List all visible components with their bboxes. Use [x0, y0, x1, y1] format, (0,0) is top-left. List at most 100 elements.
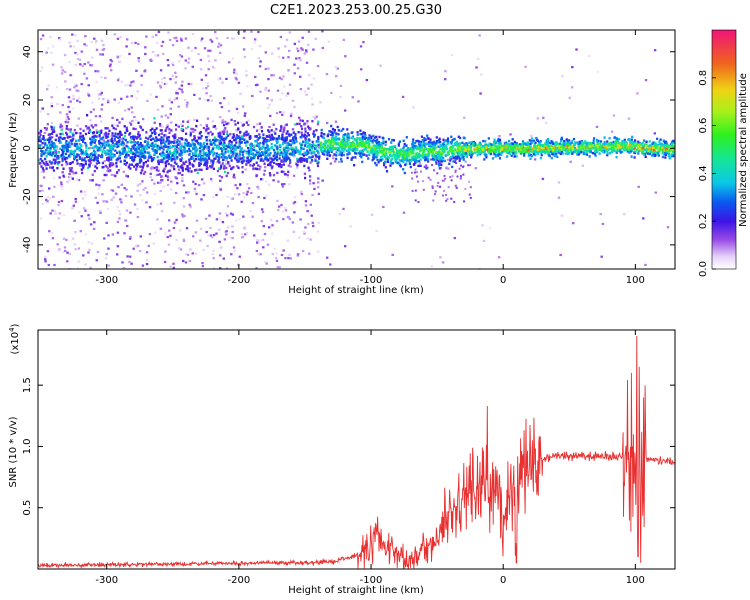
spectrogram-cell: [190, 150, 193, 153]
spectrogram-noise-cell: [308, 252, 311, 255]
spectrogram-noise-cell: [157, 169, 160, 172]
spectrogram-noise-cell: [391, 185, 394, 188]
spectrogram-cell: [144, 170, 147, 174]
spectrogram-cell: [146, 159, 149, 162]
spectrogram-cell: [350, 131, 353, 134]
spectrogram-cell: [308, 143, 311, 146]
spectrogram-cell: [403, 158, 406, 161]
spectrogram-noise-cell: [160, 115, 163, 118]
spectrogram-cell: [119, 130, 122, 134]
spectrogram-noise-cell: [126, 255, 129, 258]
spectrogram-noise-cell: [52, 195, 55, 198]
spectrogram-cell: [422, 143, 425, 146]
spectrogram-cell: [382, 149, 385, 153]
spectrogram-noise-cell: [283, 85, 286, 88]
spectrogram-noise-cell: [209, 227, 212, 230]
spectrogram-cell: [432, 149, 436, 152]
spectrogram-noise-cell: [199, 58, 203, 61]
spectrogram-cell: [66, 150, 69, 153]
spectrogram-cell: [303, 151, 306, 154]
spectrogram-cell: [170, 129, 173, 132]
spectrogram-cell: [108, 163, 111, 166]
spectrogram-noise-cell: [644, 79, 648, 82]
spectrogram-cell: [53, 143, 56, 146]
spectrogram-cell: [254, 149, 257, 152]
spectrogram-cell: [155, 136, 158, 139]
spectrogram-cell: [397, 144, 400, 147]
spectrogram-cell: [241, 157, 244, 160]
spectrogram-noise-cell: [258, 65, 262, 68]
spectrogram-noise-cell: [56, 103, 59, 106]
spectrogram-noise-cell: [191, 33, 195, 36]
spectrogram-cell: [379, 146, 382, 149]
spectrogram-noise-cell: [296, 67, 300, 70]
spectrogram-cell: [165, 127, 168, 130]
spectrogram-cell: [248, 137, 251, 141]
spectrogram-cell: [258, 154, 261, 157]
spectrogram-cell: [542, 147, 545, 150]
spectrogram-cell: [565, 145, 568, 148]
spectrogram-cell: [372, 156, 375, 159]
spectrogram-cell: [139, 156, 142, 159]
spectrogram-cell: [367, 138, 370, 142]
spectrogram-cell: [206, 161, 209, 164]
spectrogram-cell: [318, 157, 321, 160]
spectrogram-cell: [568, 139, 571, 142]
spectrogram-noise-cell: [402, 211, 406, 214]
spectrogram-cell: [308, 156, 311, 159]
spectrogram-noise-cell: [304, 200, 308, 203]
spectrogram-cell: [278, 165, 281, 168]
spectrogram-cell: [155, 149, 158, 152]
spectrogram-cell: [257, 157, 260, 160]
spectrogram-noise-cell: [257, 196, 260, 199]
spectrogram-cell: [206, 152, 209, 155]
spectrogram-cell: [304, 130, 307, 133]
spectrogram-cell: [111, 142, 114, 145]
spectrogram-noise-cell: [575, 48, 578, 51]
spectrogram-cell: [370, 136, 373, 140]
spectrogram-cell: [114, 174, 117, 178]
spectrogram-noise-cell: [246, 190, 249, 193]
spectrogram-noise-cell: [95, 40, 98, 43]
spectrogram-cell: [178, 153, 181, 157]
spectrogram-cell: [326, 144, 329, 147]
spectrogram-cell: [173, 141, 176, 144]
spectrogram-cell: [118, 135, 121, 138]
spectrogram-noise-cell: [48, 187, 51, 190]
spectrogram-noise-cell: [127, 108, 130, 111]
spectrogram-cell: [127, 166, 130, 169]
spectrogram-cell: [220, 136, 223, 139]
spectrogram-cell: [380, 156, 383, 159]
spectrogram-noise-cell: [474, 167, 477, 170]
spectrogram-noise-cell: [276, 199, 279, 202]
spectrogram-cell: [493, 152, 496, 156]
spectrogram-noise-cell: [58, 212, 61, 215]
spectrogram-cell: [367, 146, 370, 149]
spectrogram-noise-cell: [98, 184, 101, 187]
spectrogram-cell: [402, 139, 405, 142]
spectrogram-cell: [118, 151, 121, 154]
spectrogram-cell: [312, 130, 315, 133]
spectrogram-cell: [186, 120, 189, 123]
spectrogram-cell: [450, 140, 453, 144]
spectrogram-cell: [93, 153, 96, 156]
spectrogram-cell: [589, 148, 592, 151]
spectrogram-cell: [227, 145, 230, 148]
spectrogram-cell: [462, 156, 465, 159]
spectrogram-noise-cell: [61, 187, 64, 190]
spectrogram-noise-cell: [48, 230, 51, 233]
spectrogram-cell: [240, 160, 243, 163]
spectrogram-noise-cell: [301, 249, 305, 253]
spectrogram-noise-cell: [51, 231, 54, 235]
spectrogram-cell: [488, 151, 491, 155]
spectrogram-cell: [416, 139, 419, 143]
spectrogram-noise-cell: [77, 96, 81, 99]
spectrogram-cell: [178, 171, 181, 175]
spectrogram-cell: [415, 148, 418, 151]
spectrogram-cell: [347, 146, 350, 149]
spectrogram-noise-cell: [326, 121, 329, 125]
spectrogram-noise-cell: [277, 47, 280, 50]
spectrogram-cell: [158, 173, 161, 176]
spectrogram-cell: [431, 145, 434, 148]
spectrogram-cell: [245, 121, 248, 124]
